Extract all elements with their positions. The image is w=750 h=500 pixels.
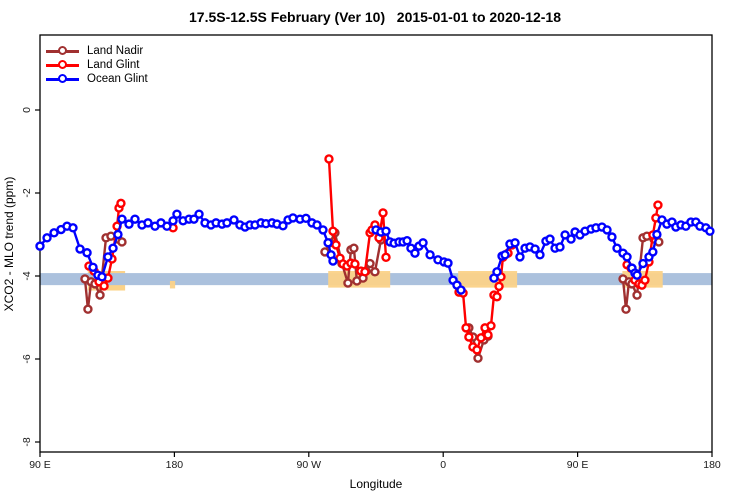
x-axis-label: Longitude (349, 477, 403, 491)
legend-label: Land Glint (87, 59, 140, 71)
page-title: 17.5S-12.5S February (Ver 10) 2015-01-01… (189, 9, 561, 25)
legend: Land Nadir Land Glint Ocean Glint (46, 44, 148, 86)
legend-line-marker-icon (46, 72, 79, 86)
svg-text:180: 180 (166, 459, 184, 471)
svg-text:-8: -8 (21, 437, 33, 446)
svg-text:180: 180 (703, 459, 721, 471)
legend-row-ocean-glint: Ocean Glint (46, 72, 148, 86)
legend-line-marker-icon (46, 44, 79, 58)
svg-text:90 W: 90 W (297, 459, 322, 471)
svg-text:90 E: 90 E (567, 459, 589, 471)
svg-text:90 E: 90 E (29, 459, 51, 471)
svg-text:0: 0 (440, 459, 446, 471)
legend-row-land-nadir: Land Nadir (46, 44, 148, 58)
svg-text:-6: -6 (21, 354, 33, 363)
legend-row-land-glint: Land Glint (46, 58, 148, 72)
legend-label: Land Nadir (87, 45, 144, 57)
svg-text:-4: -4 (21, 271, 33, 280)
svg-text:-2: -2 (21, 188, 33, 197)
y-axis-label: XCO2 - MLO trend (ppm) (2, 176, 16, 312)
legend-label: Ocean Glint (87, 73, 148, 85)
legend-line-marker-icon (46, 58, 79, 72)
svg-text:0: 0 (21, 107, 33, 113)
